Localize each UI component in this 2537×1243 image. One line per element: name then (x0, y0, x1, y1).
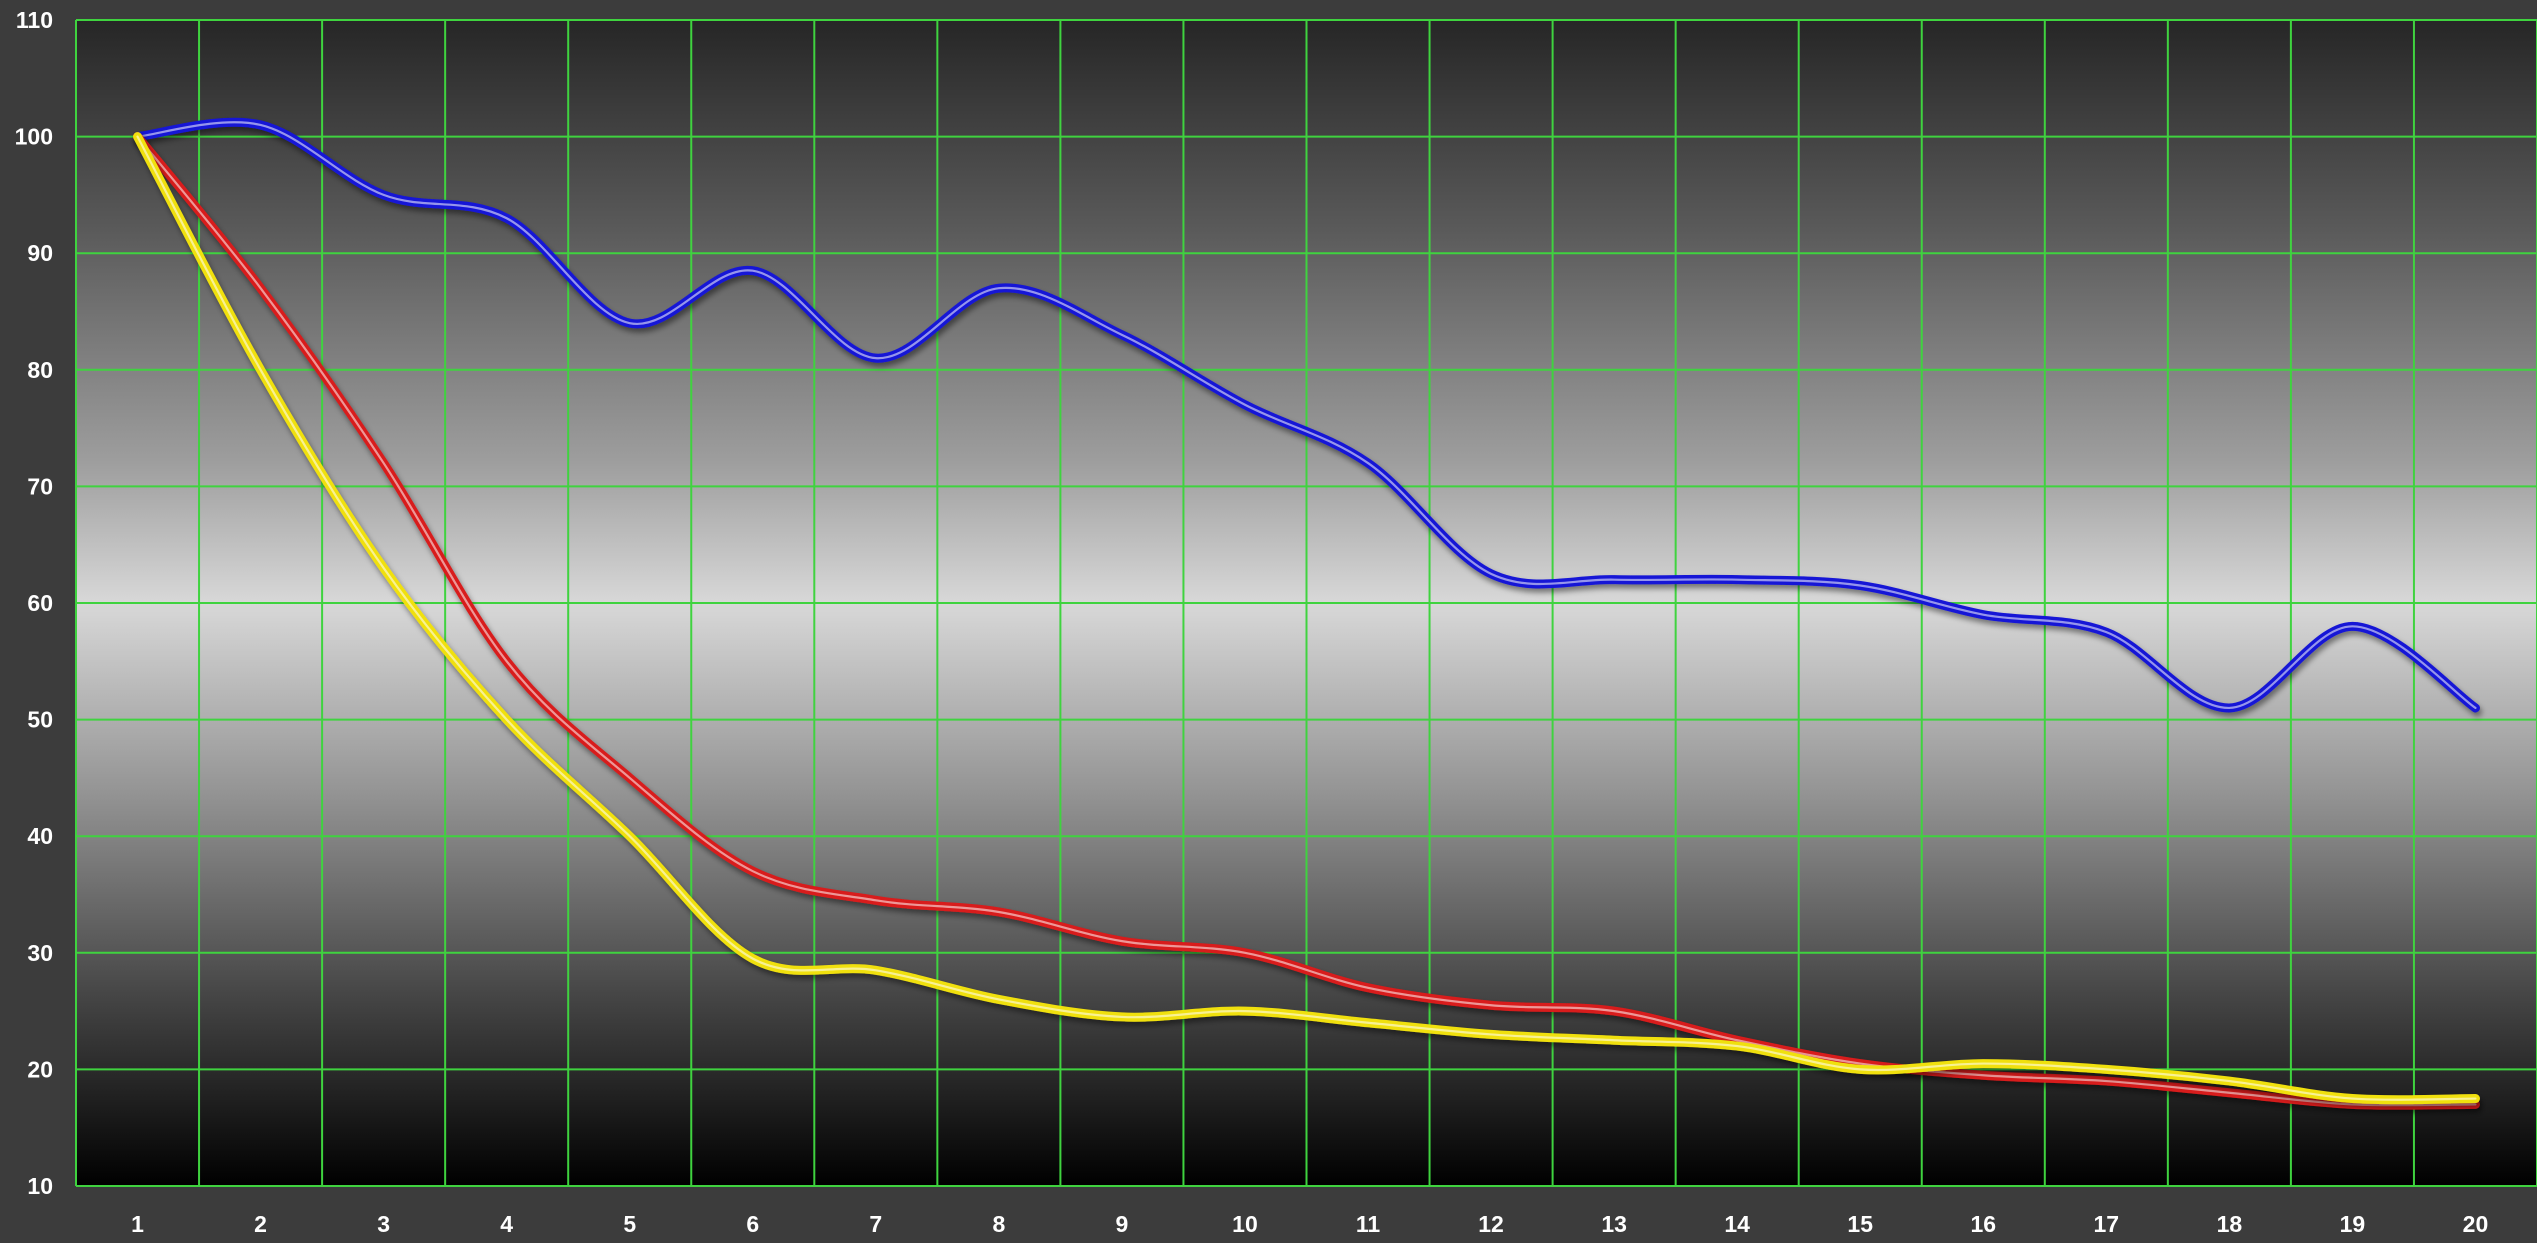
y-tick-label: 100 (15, 124, 53, 150)
series-3-line (133, 132, 2480, 1105)
x-tick-label: 13 (1601, 1211, 1627, 1237)
x-axis-ticks: 1 2 3 4 5 6 7 8 9 10 11 12 13 14 15 16 17 18 19 20 (131, 1211, 2488, 1237)
y-tick-label: 40 (27, 823, 53, 849)
x-tick-label: 5 (623, 1211, 636, 1237)
x-tick-label: 7 (869, 1211, 882, 1237)
x-tick-label: 19 (2340, 1211, 2366, 1237)
y-tick-label: 110 (16, 7, 53, 33)
grid (75, 19, 2537, 1187)
y-tick-label: 70 (27, 473, 53, 499)
series-1-line (133, 117, 2480, 713)
y-tick-label: 30 (27, 940, 53, 966)
x-tick-label: 3 (377, 1211, 390, 1237)
y-tick-label: 10 (27, 1173, 53, 1199)
x-tick-label: 18 (2217, 1211, 2243, 1237)
series-2-line (133, 132, 2480, 1110)
x-tick-label: 8 (992, 1211, 1005, 1237)
x-tick-label: 9 (1116, 1211, 1129, 1237)
series-lines (133, 117, 2480, 1110)
x-tick-label: 12 (1478, 1211, 1504, 1237)
x-tick-label: 17 (2094, 1211, 2120, 1237)
y-tick-label: 50 (27, 707, 53, 733)
x-tick-label: 10 (1232, 1211, 1258, 1237)
y-tick-label: 80 (27, 357, 53, 383)
y-tick-label: 60 (27, 590, 53, 616)
x-tick-label: 14 (1724, 1211, 1750, 1237)
x-tick-label: 15 (1847, 1211, 1873, 1237)
x-tick-label: 20 (2463, 1211, 2489, 1237)
x-tick-label: 11 (1356, 1211, 1381, 1237)
x-tick-label: 6 (746, 1211, 759, 1237)
y-tick-label: 90 (27, 240, 53, 266)
x-tick-label: 2 (254, 1211, 267, 1237)
y-tick-label: 20 (27, 1056, 53, 1082)
y-axis-ticks: 10 20 30 40 50 60 70 80 90 100 110 (15, 7, 53, 1199)
x-tick-label: 16 (1970, 1211, 1996, 1237)
x-tick-label: 1 (131, 1211, 144, 1237)
x-tick-label: 4 (500, 1211, 513, 1237)
